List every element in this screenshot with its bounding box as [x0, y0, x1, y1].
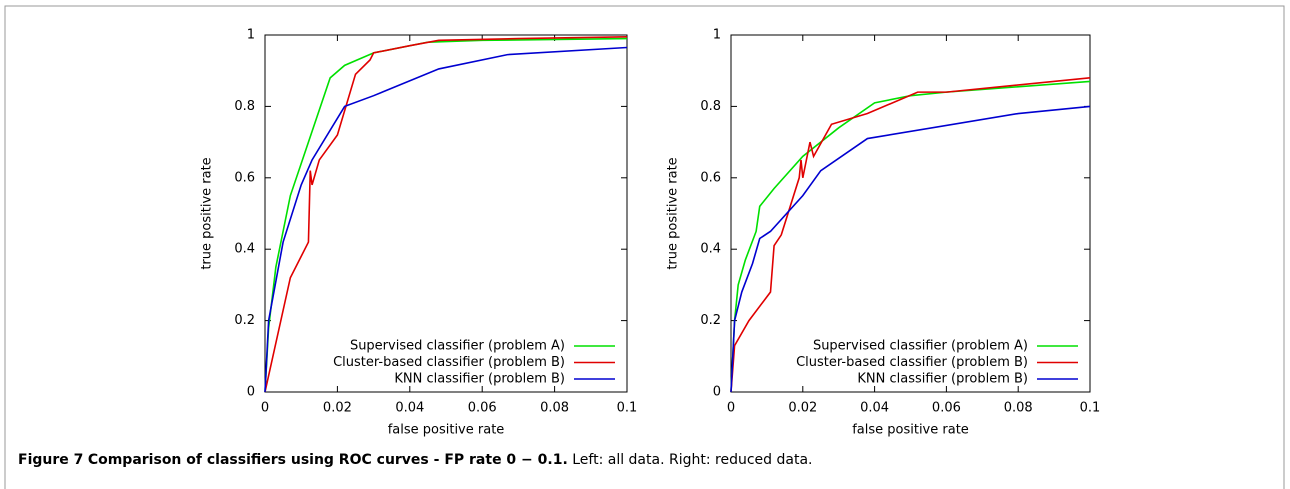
- legend-label: Supervised classifier (problem A): [350, 339, 565, 354]
- x-tick-label: 0.08: [1004, 401, 1033, 416]
- roc-line: [730, 105, 1091, 393]
- x-tick-label: 0.02: [788, 401, 817, 416]
- plot-frame: [264, 34, 628, 393]
- x-axis-label: false positive rate: [388, 423, 505, 438]
- y-tick-label: 0.2: [234, 313, 255, 328]
- x-tick-label: 0.06: [932, 401, 961, 416]
- y-tick-label: 0.8: [234, 99, 255, 114]
- y-tick-label: 0.6: [234, 170, 255, 185]
- y-tick-label: 0.8: [700, 99, 721, 114]
- x-tick-label: 0: [727, 401, 735, 416]
- x-tick-label: 0.06: [468, 401, 497, 416]
- x-tick-label: 0.04: [860, 401, 889, 416]
- x-tick-label: 0.04: [395, 401, 424, 416]
- caption-label: Figure 7: [18, 452, 84, 468]
- roc-line: [264, 35, 628, 393]
- x-tick-label: 0.1: [1080, 401, 1101, 416]
- legend-label: KNN classifier (problem B): [857, 372, 1028, 387]
- plot-frame: [730, 34, 1091, 393]
- caption-title: Comparison of classifiers using ROC curv…: [87, 452, 568, 468]
- x-tick-label: 0: [261, 401, 269, 416]
- y-tick-label: 1: [247, 28, 255, 43]
- y-tick-label: 0.4: [234, 242, 255, 257]
- x-tick-label: 0.02: [323, 401, 352, 416]
- x-tick-label: 0.08: [540, 401, 569, 416]
- x-axis-label: false positive rate: [852, 423, 969, 438]
- y-tick-label: 1: [713, 28, 721, 43]
- y-tick-label: 0.4: [700, 242, 721, 257]
- legend-label: Cluster-based classifier (problem B): [333, 355, 565, 370]
- figure-border: [4, 5, 1285, 489]
- roc-line: [264, 46, 628, 393]
- y-axis-label: true positive rate: [666, 157, 681, 269]
- roc-line: [264, 37, 628, 393]
- y-tick-label: 0: [713, 385, 721, 400]
- y-axis-label: true positive rate: [200, 157, 215, 269]
- x-tick-label: 0.1: [617, 401, 638, 416]
- legend-label: KNN classifier (problem B): [394, 372, 565, 387]
- legend-label: Supervised classifier (problem A): [813, 339, 1028, 354]
- y-tick-label: 0.2: [700, 313, 721, 328]
- legend-label: Cluster-based classifier (problem B): [796, 355, 1028, 370]
- caption-text: Left: all data. Right: reduced data.: [572, 452, 813, 468]
- y-tick-label: 0: [247, 385, 255, 400]
- roc-line: [730, 77, 1091, 393]
- y-tick-label: 0.6: [700, 170, 721, 185]
- caption: Figure 7 Comparison of classifiers using…: [18, 452, 812, 468]
